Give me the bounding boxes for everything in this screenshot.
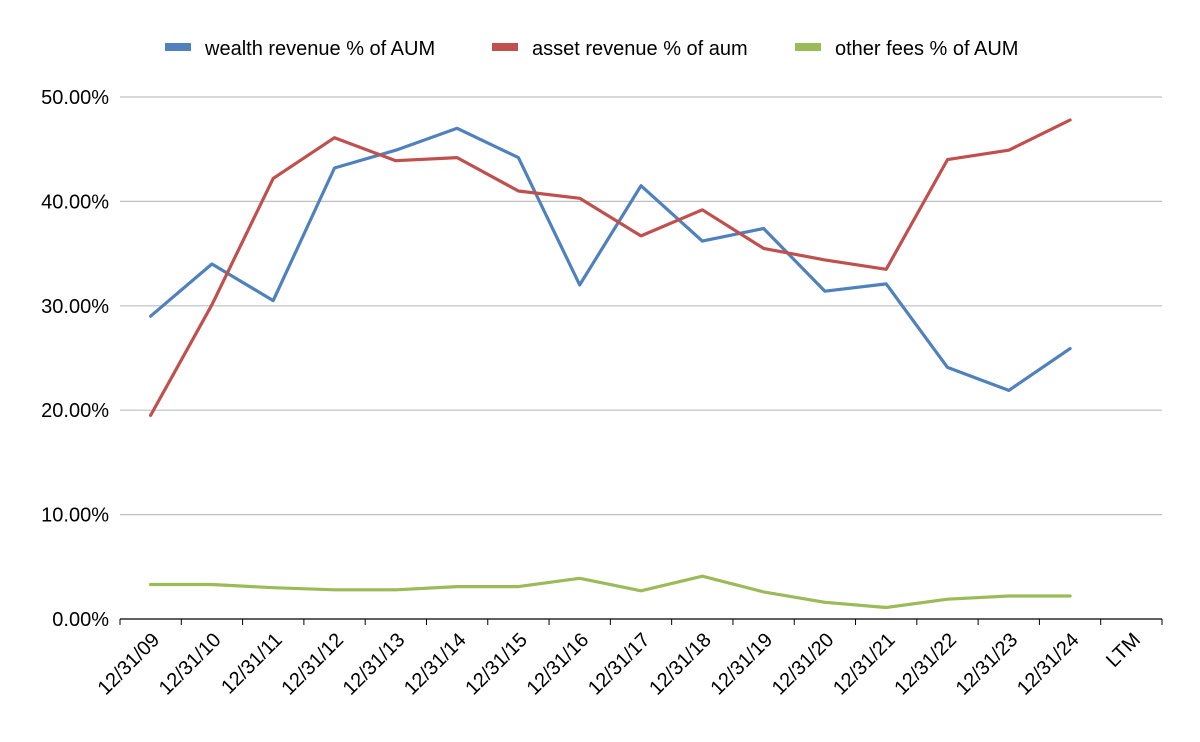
y-tick-label: 0.00% bbox=[52, 609, 109, 631]
gridlines bbox=[120, 96, 1162, 516]
x-tick-label: 12/31/21 bbox=[829, 629, 900, 700]
series-line-1 bbox=[149, 126, 1072, 392]
legend-swatch bbox=[492, 43, 518, 51]
series-line-3 bbox=[149, 574, 1072, 610]
x-axis-ticks: 12/31/0912/31/1012/31/1112/31/1212/31/13… bbox=[94, 619, 1163, 700]
legend-swatch bbox=[795, 43, 821, 51]
legend: wealth revenue % of AUM asset revenue % o… bbox=[165, 38, 1018, 60]
x-tick-label: 12/31/24 bbox=[1013, 629, 1084, 700]
y-tick-label: 30.00% bbox=[41, 296, 109, 318]
legend-label: wealth revenue % of AUM bbox=[204, 38, 435, 60]
y-tick-label: 50.00% bbox=[41, 87, 109, 109]
x-tick-label: 12/31/11 bbox=[217, 629, 287, 699]
x-tick-label: 12/31/13 bbox=[339, 629, 410, 700]
x-tick-label: 12/31/15 bbox=[461, 629, 532, 700]
legend-swatch bbox=[165, 43, 191, 51]
x-tick-label: 12/31/14 bbox=[400, 629, 471, 700]
x-tick-label: 12/31/23 bbox=[952, 629, 1023, 700]
x-tick-label: 12/31/10 bbox=[155, 629, 226, 700]
y-tick-label: 40.00% bbox=[41, 191, 109, 213]
legend-label: asset revenue % of aum bbox=[532, 38, 748, 60]
x-tick-label: 12/31/22 bbox=[890, 629, 961, 700]
series-lines bbox=[149, 118, 1072, 610]
x-tick-label: 12/31/20 bbox=[768, 629, 839, 700]
x-tick-label: 12/31/09 bbox=[94, 629, 165, 700]
x-tick-label: 12/31/17 bbox=[584, 629, 655, 700]
x-tick-label: LTM bbox=[1102, 629, 1145, 672]
x-tick-label: 12/31/16 bbox=[523, 629, 594, 700]
x-tick-label: 12/31/18 bbox=[645, 629, 716, 700]
x-tick-label: 12/31/12 bbox=[277, 629, 348, 700]
legend-label: other fees % of AUM bbox=[835, 38, 1018, 60]
y-tick-label: 10.00% bbox=[41, 505, 109, 527]
y-axis-ticks: 0.00% 10.00% 20.00% 30.00% 40.00% 50.00% bbox=[41, 87, 109, 631]
series-line-2 bbox=[149, 118, 1072, 417]
x-tick-label: 12/31/19 bbox=[707, 629, 778, 700]
y-tick-label: 20.00% bbox=[41, 400, 109, 422]
